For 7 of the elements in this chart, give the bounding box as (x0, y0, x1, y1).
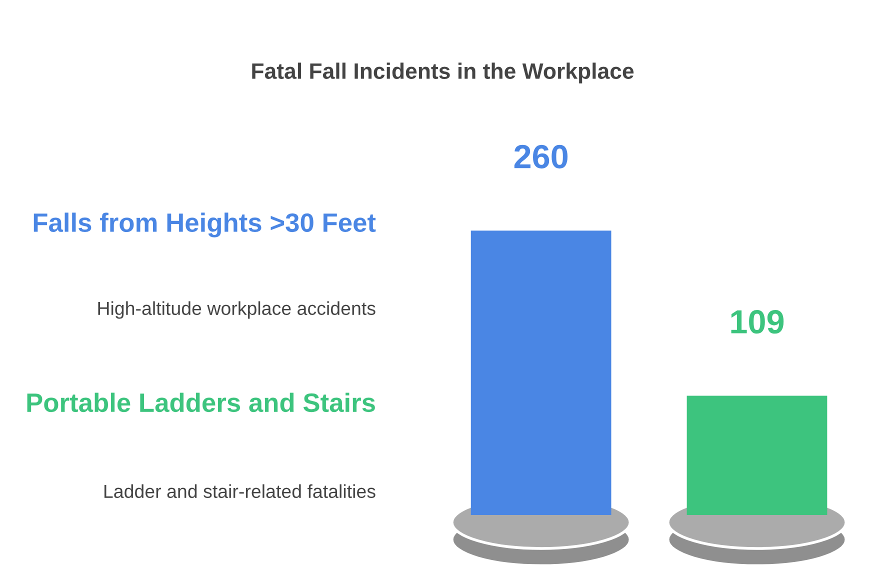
data-label: 109 (731, 310, 784, 334)
data-label: 260 (514, 144, 568, 168)
text: Portable Ladders and Stairs (27, 392, 375, 412)
text: Falls from Heights >30 Feet (34, 212, 376, 238)
chart-title: Fatal Fall Incidents in the Workplace (252, 62, 634, 84)
text: Ladder and stair-related fatalities (104, 484, 376, 498)
text: High-altitude workplace accidents (98, 301, 376, 319)
